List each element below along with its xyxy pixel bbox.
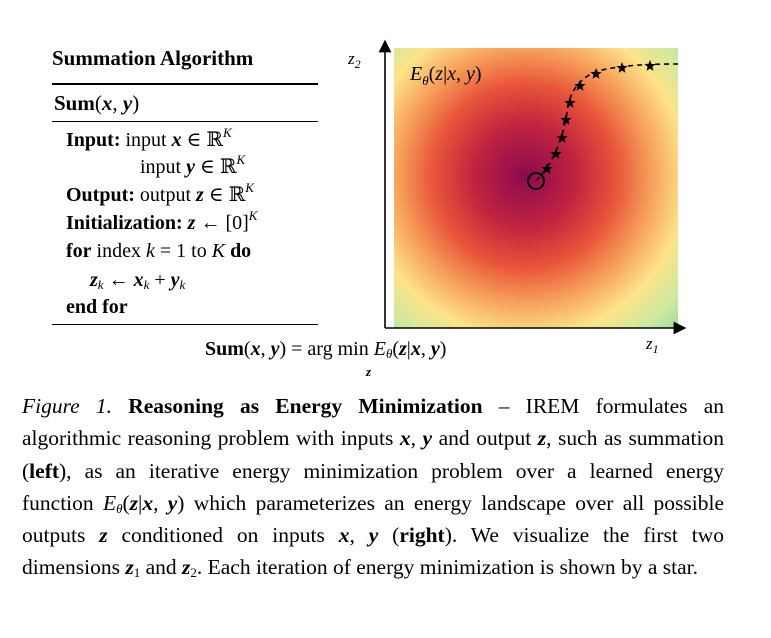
- caption-text: . Each iteration of energy minimization …: [196, 555, 699, 580]
- iteration-star-icon: [550, 148, 562, 159]
- figure-caption: Figure 1. Reasoning as Energy Minimizati…: [22, 394, 725, 581]
- do-keyword: do: [230, 240, 252, 262]
- caption-text: ), as an iterative energy minimization p…: [22, 458, 724, 515]
- caption-text: – IREM formulates an algorithmic reasoni…: [22, 394, 724, 451]
- iteration-star-icon: [616, 62, 628, 73]
- iteration-star-icon: [590, 68, 602, 79]
- caption-text: which parameterizes an energy landscape …: [22, 490, 725, 548]
- iteration-stars: [541, 60, 656, 174]
- caption-text: , such as summation (: [22, 426, 724, 483]
- algorithm-output-line: Output: output z ∈ ℝK: [66, 180, 254, 206]
- x-axis-label: z1: [645, 334, 659, 356]
- init-label: Initialization:: [66, 212, 183, 234]
- caption-text: (: [378, 523, 400, 548]
- for-keyword: for: [66, 240, 92, 262]
- input-label: Input:: [66, 129, 121, 151]
- formula-lhs: Sum: [205, 338, 244, 360]
- caption-bold-title: Reasoning as Energy Minimization: [128, 394, 483, 418]
- for-to: = 1 to: [159, 240, 207, 262]
- caption-text: and: [140, 555, 182, 580]
- plot-title: Eθ(z|x, y): [409, 63, 482, 88]
- output-label: Output:: [66, 184, 135, 206]
- start-point-circle: [527, 172, 545, 190]
- iteration-star-icon: [564, 97, 576, 108]
- input-word-y: input: [140, 156, 182, 178]
- figure-label: Figure 1.: [22, 394, 113, 418]
- caption-text: conditioned on inputs: [107, 523, 339, 548]
- argmin-formula: Sum(x, y) = arg min Eθ(z|x, y): [205, 338, 447, 361]
- algorithm-title: Summation Algorithm: [52, 46, 254, 70]
- algorithm-input-line-2: input y ∈ ℝK: [140, 152, 246, 178]
- argmin-subscript: z: [366, 364, 372, 379]
- algorithm-init-line: Initialization: z ← [0]K: [66, 208, 258, 234]
- iteration-star-icon: [560, 114, 572, 125]
- for-text: index: [96, 240, 141, 262]
- iteration-star-icon: [574, 80, 586, 91]
- iteration-star-icon: [644, 60, 656, 71]
- caption-right: right: [399, 523, 445, 548]
- y-axis-label: z2: [347, 49, 361, 71]
- formula-energy: E: [373, 338, 386, 360]
- output-word: output: [139, 184, 192, 206]
- algorithm-name: Sum: [54, 91, 95, 115]
- end-for-keyword: end for: [66, 296, 128, 318]
- input-word-x: input: [125, 129, 167, 151]
- algorithm-input-line: Input: input x ∈ ℝK: [66, 125, 232, 151]
- algorithm-bottom-rule: [52, 324, 318, 325]
- algorithm-top-rule: [52, 83, 318, 85]
- energy-landscape-plot: z2 z1 Eθ(z|x, y): [347, 39, 687, 356]
- caption-left: left: [29, 458, 60, 483]
- algorithm-mid-rule: [52, 121, 318, 122]
- algorithm-for-line: for index k = 1 to K do: [66, 240, 252, 262]
- algorithm-body-line: zk ← xk + yk: [90, 269, 186, 292]
- iteration-star-icon: [541, 163, 553, 174]
- caption-text: ). We visualize the first two dimensions: [22, 523, 724, 580]
- iteration-star-icon: [556, 132, 568, 143]
- caption-text: and output: [432, 426, 538, 451]
- formula-argmin: = arg min: [291, 338, 369, 360]
- algorithm-signature: Sum(x, y): [54, 91, 140, 115]
